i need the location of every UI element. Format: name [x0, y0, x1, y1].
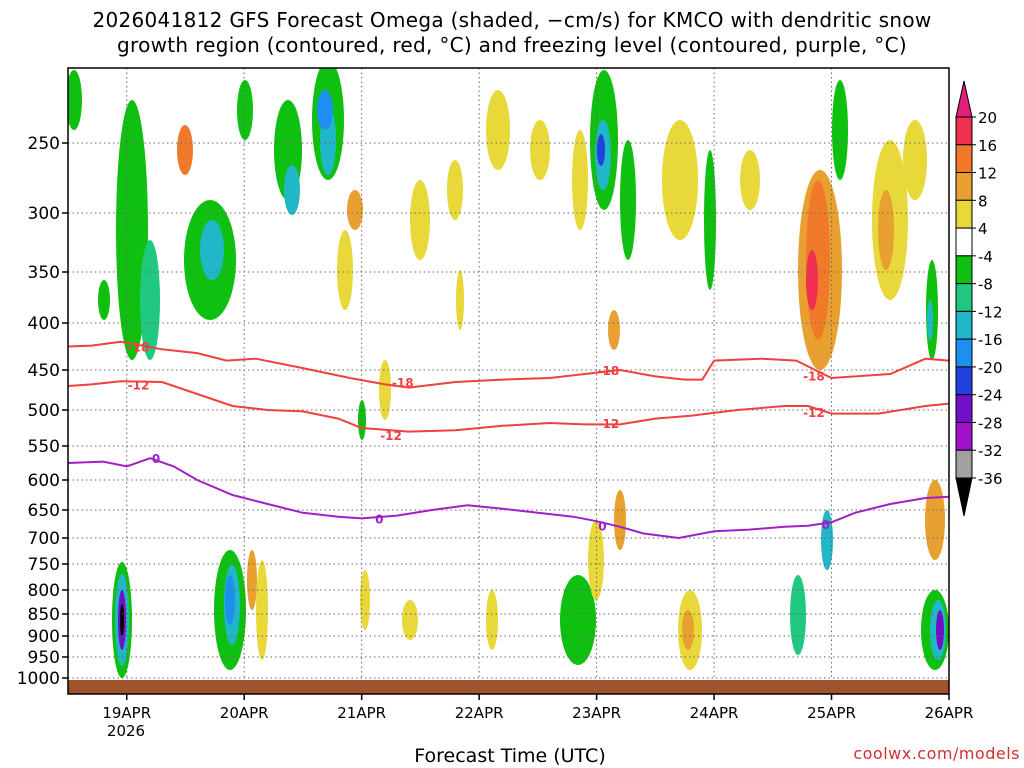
contour-label: -12 — [803, 406, 825, 420]
colorbar-band — [955, 338, 973, 368]
chart-title-line2: growth region (contoured, red, °C) and f… — [117, 33, 907, 57]
colorbar-bottom-arrow — [955, 477, 973, 517]
colorbar-tick-label: -12 — [978, 303, 1003, 321]
colorbar: 20 16 12 8 4 -4 -8 -12 -16 -20 -24 -28 -32 -36 — [955, 80, 1003, 517]
colorbar-band — [955, 255, 973, 285]
contour-label: -12 — [598, 417, 620, 431]
x-tick-label: 22APR — [455, 704, 504, 722]
x-tick-label: 19APR — [102, 704, 151, 722]
colorbar-tick-label: -28 — [978, 414, 1003, 432]
colorbar-tick-label: -16 — [978, 331, 1003, 349]
colorbar-band — [955, 449, 973, 479]
y-tick-label: 300 — [28, 204, 60, 224]
contour-line--12 — [68, 380, 949, 433]
colorbar-band — [955, 227, 973, 257]
grid-lines — [68, 68, 950, 694]
omega-shading — [68, 68, 949, 678]
y-tick-label: 900 — [28, 627, 60, 647]
y-tick-label: 400 — [28, 314, 60, 334]
colorbar-tick-label: -24 — [978, 387, 1003, 405]
x-tick-label: 25APR — [807, 704, 856, 722]
colorbar-tick-label: -36 — [978, 470, 1003, 488]
source-credit: coolwx.com/models — [853, 744, 1020, 763]
contour-label: 0 — [821, 518, 829, 532]
colorbar-band — [955, 394, 973, 423]
y-axis: 2503003504004505005506006507007508008509… — [17, 134, 68, 689]
y-tick-label: 1000 — [17, 669, 60, 689]
colorbar-tick-label: 20 — [978, 109, 997, 127]
y-tick-label: 250 — [28, 134, 60, 154]
colorbar-tick-label: 8 — [978, 192, 988, 210]
y-tick-label: 600 — [28, 471, 60, 491]
y-tick-label: 800 — [28, 581, 60, 601]
y-tick-label: 450 — [28, 361, 60, 381]
chart-title-line1: 2026041812 GFS Forecast Omega (shaded, −… — [92, 8, 932, 32]
y-tick-label: 700 — [28, 529, 60, 549]
contour-label: 0 — [375, 512, 383, 526]
colorbar-tick-label: -8 — [978, 276, 993, 294]
contour-label: 0 — [598, 520, 606, 534]
x-axis-title: Forecast Time (UTC) — [414, 745, 606, 767]
colorbar-band — [955, 172, 973, 201]
colorbar-top-arrow — [955, 80, 973, 118]
contour-label: -18 — [128, 341, 150, 355]
colorbar-tick-label: 16 — [978, 137, 997, 155]
y-tick-label: 750 — [28, 555, 60, 575]
x-axis: 19APR 20APR 21APR 22APR 23APR 24APR 25APR 26APR — [102, 694, 973, 722]
ground-strip — [68, 680, 949, 694]
colorbar-tick-label: -20 — [978, 359, 1003, 377]
y-tick-label: 350 — [28, 263, 60, 283]
temperature-contours: -18 -18 -18 -18 -12 -12 -12 -12 0 0 0 0 — [68, 340, 949, 540]
contour-label: -12 — [380, 429, 402, 443]
colorbar-band — [955, 421, 973, 451]
contour-label: -18 — [392, 376, 414, 390]
x-tick-label: 23APR — [572, 704, 621, 722]
colorbar-tick-label: -4 — [978, 248, 993, 266]
contour-label: -18 — [598, 364, 620, 378]
contour-label: 0 — [152, 452, 160, 466]
colorbar-band — [955, 366, 973, 396]
colorbar-band — [955, 283, 973, 312]
x-tick-label: 20APR — [220, 704, 269, 722]
y-tick-label: 500 — [28, 401, 60, 421]
colorbar-tick-label: 4 — [978, 220, 988, 238]
y-tick-label: 650 — [28, 501, 60, 521]
x-tick-label: 26APR — [925, 704, 974, 722]
contour-line-0 — [68, 457, 949, 540]
contour-line--18 — [68, 340, 949, 389]
y-tick-label: 950 — [28, 648, 60, 668]
colorbar-band — [955, 144, 973, 174]
colorbar-tick-label: 12 — [978, 165, 997, 183]
colorbar-band — [955, 116, 973, 146]
x-axis-year-label: 2026 — [106, 722, 146, 740]
colorbar-tick-label: -32 — [978, 442, 1003, 460]
y-tick-label: 550 — [28, 437, 60, 457]
x-tick-label: 21APR — [337, 704, 386, 722]
plot-frame — [67, 67, 950, 695]
colorbar-band — [955, 310, 973, 340]
contour-label: -12 — [128, 378, 150, 392]
x-tick-label: 24APR — [690, 704, 739, 722]
contour-label: -18 — [803, 370, 825, 384]
colorbar-band — [955, 199, 973, 229]
y-tick-label: 850 — [28, 605, 60, 625]
